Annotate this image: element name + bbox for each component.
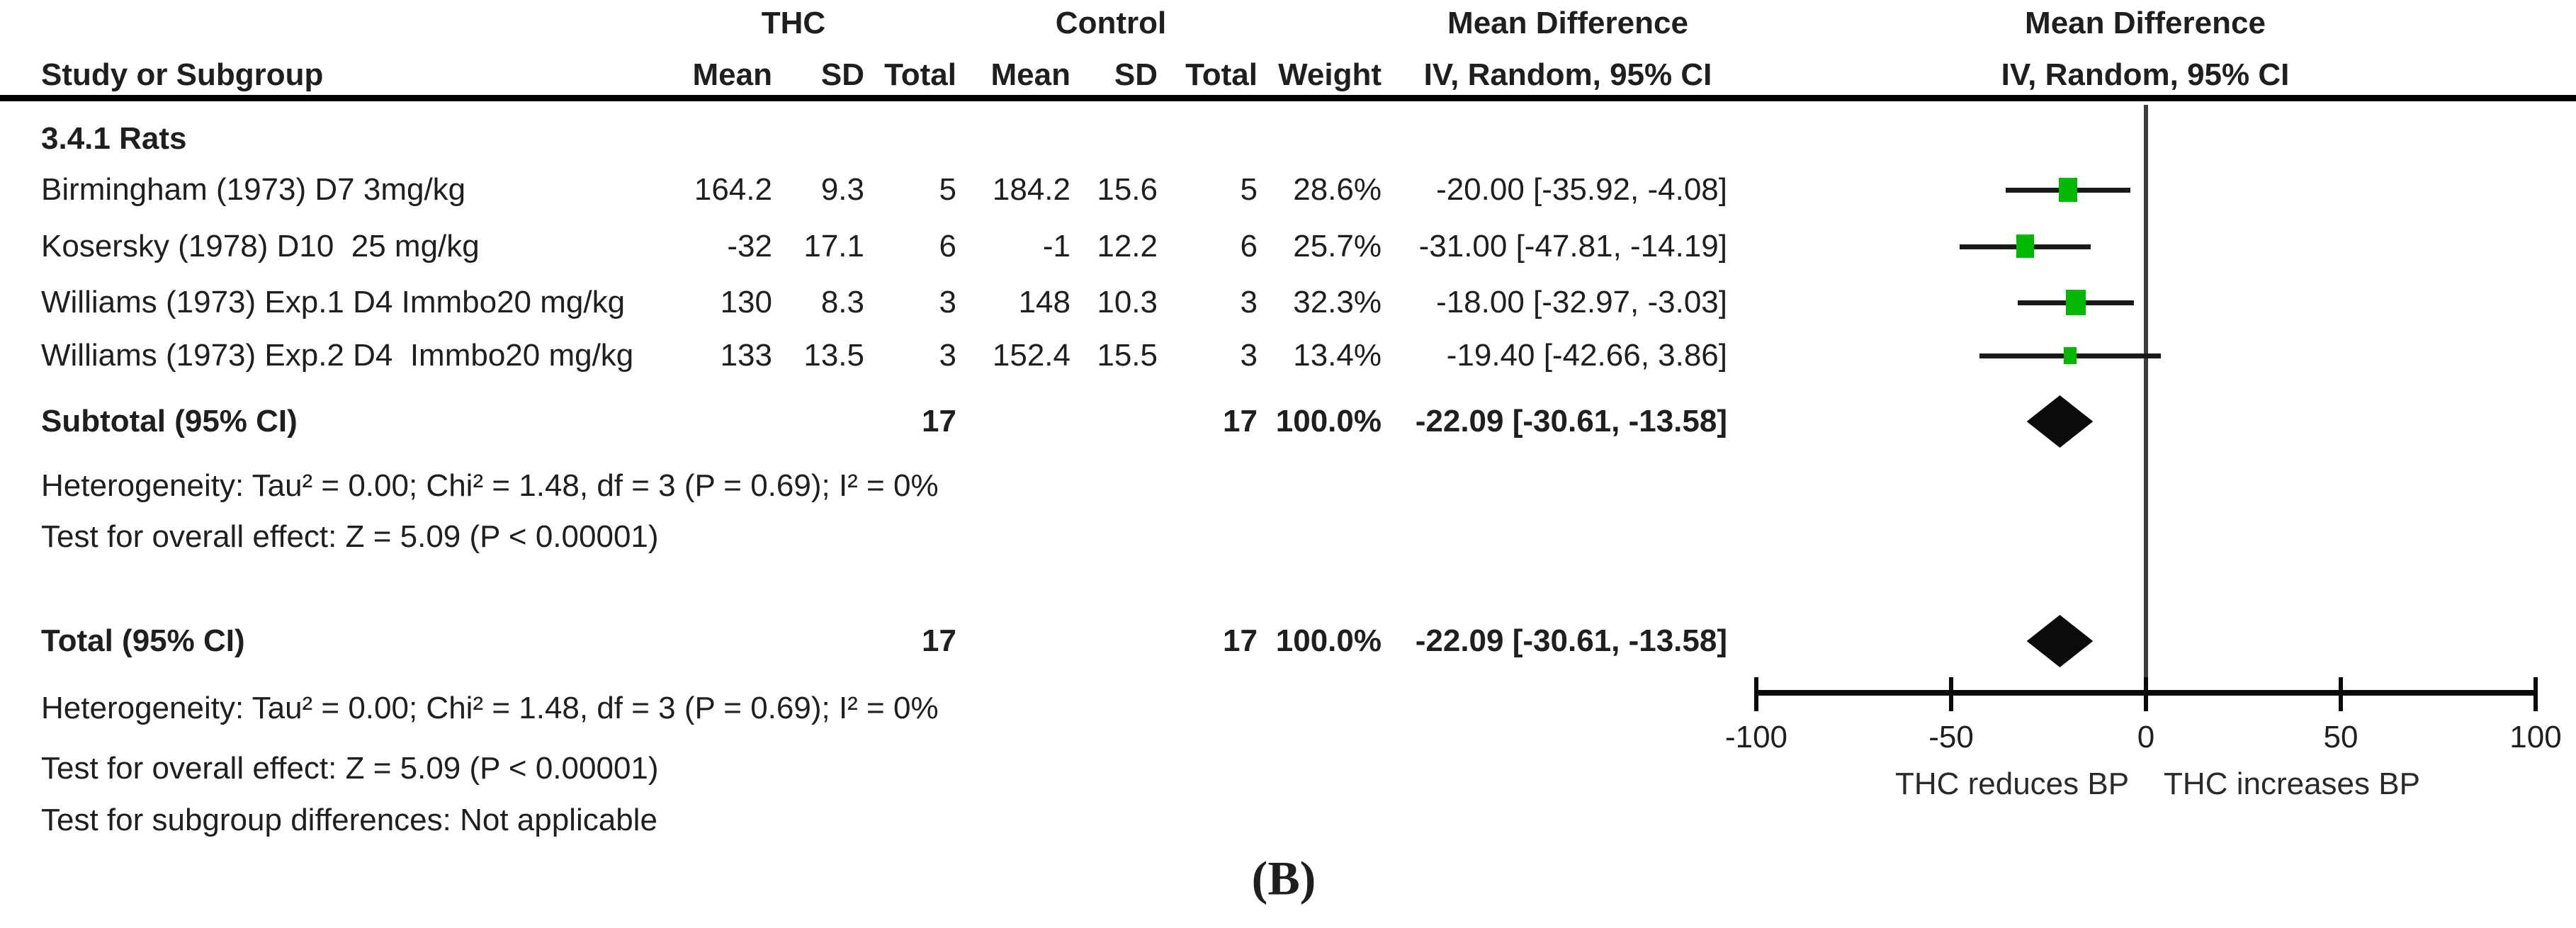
- axis-label-left: THC reduces BP: [1894, 766, 2130, 801]
- header-md-right: Mean Difference: [2025, 6, 2266, 40]
- axis-label-right: THC increases BP: [2164, 766, 2420, 801]
- study-marker: [2058, 177, 2078, 203]
- study-ctl-total: 3: [1240, 285, 1258, 319]
- study-ctl-mean: 184.2: [992, 172, 1070, 207]
- study-ctl-mean: -1: [1042, 229, 1070, 264]
- x-axis-tick-label: -100: [1724, 720, 1788, 754]
- total-weight: 100.0%: [1275, 623, 1382, 658]
- study-ctl-mean: 148: [1018, 285, 1070, 319]
- study-weight: 32.3%: [1293, 285, 1382, 319]
- overall-effect-text: Test for overall effect: Z = 5.09 (P < 0…: [41, 519, 659, 554]
- study-ctl-sd: 15.6: [1097, 172, 1158, 207]
- study-weight: 13.4%: [1293, 338, 1382, 373]
- study-thc-total: 3: [939, 285, 956, 319]
- x-axis-tick-label: 0: [2137, 720, 2155, 754]
- study-ci-text: -18.00 [-32.97, -3.03]: [1436, 285, 1727, 319]
- zero-line: [2144, 105, 2148, 693]
- section-label: 3.4.1 Rats: [41, 121, 187, 156]
- study-thc-mean: -32: [727, 229, 772, 264]
- study-ci-text: -20.00 [-35.92, -4.08]: [1436, 172, 1727, 207]
- col-iv-left: IV, Random, 95% CI: [1423, 57, 1712, 92]
- subtotal-ctl-total: 17: [1223, 404, 1258, 438]
- header-rule: [0, 95, 2576, 101]
- col-ctl-total: Total: [1185, 57, 1258, 92]
- header-md-left: Mean Difference: [1447, 6, 1688, 40]
- study-ctl-sd: 10.3: [1097, 285, 1158, 319]
- study-weight: 25.7%: [1293, 229, 1382, 264]
- header-group-control: Control: [1055, 6, 1167, 40]
- study-ctl-sd: 15.5: [1097, 338, 1158, 373]
- total-diamond: [2026, 615, 2094, 667]
- header-group-thc: THC: [761, 6, 826, 40]
- heterogeneity-text-total: Heterogeneity: Tau² = 0.00; Chi² = 1.48,…: [41, 691, 939, 725]
- subtotal-label: Subtotal (95% CI): [41, 404, 298, 438]
- overall-effect-text-total: Test for overall effect: Z = 5.09 (P < 0…: [41, 751, 659, 786]
- study-ctl-sd: 12.2: [1097, 229, 1158, 264]
- col-ctl-sd: SD: [1114, 57, 1158, 92]
- x-axis-tick: [2533, 677, 2538, 711]
- study-marker: [2064, 347, 2077, 364]
- x-axis-tick-label: 100: [2509, 720, 2562, 754]
- study-marker: [2016, 234, 2035, 259]
- study-thc-total: 5: [939, 172, 956, 207]
- study-marker: [2065, 289, 2086, 316]
- figure-caption: (B): [1251, 851, 1316, 905]
- col-thc-mean: Mean: [692, 57, 772, 92]
- x-axis-tick: [2339, 677, 2343, 711]
- x-axis-tick: [2144, 677, 2148, 711]
- col-thc-total: Total: [884, 57, 956, 92]
- x-axis-tick: [1949, 677, 1953, 711]
- study-thc-mean: 164.2: [694, 172, 772, 207]
- study-ctl-mean: 152.4: [992, 338, 1070, 373]
- study-label: Williams (1973) Exp.1 D4 Immbo20 mg/kg: [41, 285, 626, 319]
- header-study-col: Study or Subgroup: [41, 57, 324, 92]
- x-axis-tick-label: 50: [2323, 720, 2358, 754]
- study-label: Kosersky (1978) D10 25 mg/kg: [41, 229, 480, 264]
- subtotal-diamond: [2026, 395, 2094, 448]
- x-axis-tick-label: -50: [1928, 720, 1974, 754]
- subtotal-weight: 100.0%: [1275, 404, 1382, 438]
- study-thc-total: 3: [939, 338, 956, 373]
- col-thc-sd: SD: [820, 57, 864, 92]
- study-thc-sd: 8.3: [820, 285, 864, 319]
- study-weight: 28.6%: [1293, 172, 1382, 207]
- subgroup-differences-text: Test for subgroup differences: Not appli…: [41, 803, 657, 837]
- study-ctl-total: 6: [1240, 229, 1258, 264]
- total-ci-text: -22.09 [-30.61, -13.58]: [1415, 623, 1727, 658]
- col-iv-right: IV, Random, 95% CI: [2001, 57, 2290, 92]
- study-ci-text: -19.40 [-42.66, 3.86]: [1446, 338, 1727, 373]
- total-label: Total (95% CI): [41, 623, 245, 658]
- study-thc-sd: 13.5: [803, 338, 864, 373]
- x-axis-tick: [1754, 677, 1758, 711]
- study-thc-mean: 130: [720, 285, 772, 319]
- subtotal-ci-text: -22.09 [-30.61, -13.58]: [1415, 404, 1727, 438]
- heterogeneity-text: Heterogeneity: Tau² = 0.00; Chi² = 1.48,…: [41, 468, 939, 503]
- study-ctl-total: 3: [1240, 338, 1258, 373]
- col-weight: Weight: [1278, 57, 1382, 92]
- col-ctl-mean: Mean: [990, 57, 1070, 92]
- subtotal-thc-total: 17: [922, 404, 956, 438]
- study-thc-sd: 9.3: [820, 172, 864, 207]
- study-label: Williams (1973) Exp.2 D4 Immbo20 mg/kg: [41, 338, 634, 373]
- study-thc-sd: 17.1: [803, 229, 864, 264]
- study-ci-text: -31.00 [-47.81, -14.19]: [1418, 229, 1727, 264]
- study-thc-mean: 133: [720, 338, 772, 373]
- total-thc-total: 17: [922, 623, 956, 658]
- study-thc-total: 6: [939, 229, 956, 264]
- study-ctl-total: 5: [1240, 172, 1258, 207]
- total-ctl-total: 17: [1223, 623, 1258, 658]
- study-label: Birmingham (1973) D7 3mg/kg: [41, 172, 466, 207]
